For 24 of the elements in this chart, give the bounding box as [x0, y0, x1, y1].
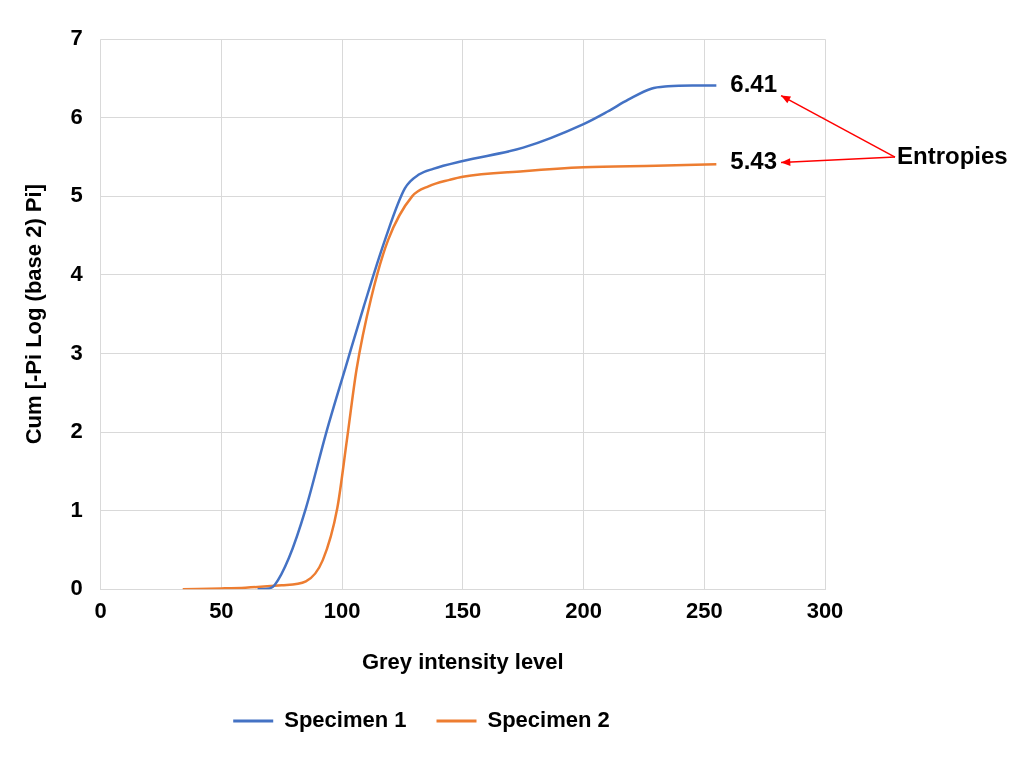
- legend-label: Specimen 1: [284, 707, 407, 733]
- y-tick-label: 0: [70, 575, 83, 601]
- x-tick-label: 250: [685, 598, 723, 624]
- text: Entropies: [897, 141, 1008, 169]
- x-tick-label: 300: [806, 598, 844, 624]
- y-tick-label: 3: [70, 339, 83, 365]
- y-tick-label: 1: [70, 496, 83, 522]
- line-series: [256, 84, 718, 590]
- y-tick-label: 4: [70, 260, 84, 286]
- y-tick-label: 2: [70, 418, 83, 444]
- x-tick-label: 100: [323, 598, 361, 624]
- annotation: 5.43: [730, 147, 778, 175]
- y-axis-title: Cum [-Pi Log (base 2) Pi]: [21, 184, 47, 445]
- y-tick-label: 6: [70, 103, 83, 129]
- legend-label: Specimen 2: [487, 707, 610, 733]
- x-tick-label: 0: [94, 598, 107, 624]
- y-tick-label: 7: [70, 25, 83, 51]
- x-tick-label: 150: [444, 598, 482, 624]
- annotation: 6.41: [730, 70, 778, 98]
- x-tick-label: 200: [565, 598, 602, 624]
- y-tick-label: 5: [70, 182, 83, 208]
- line-series: [181, 162, 718, 590]
- x-tick-label: 50: [209, 598, 234, 624]
- x-axis-title: Grey intensity level: [361, 648, 564, 674]
